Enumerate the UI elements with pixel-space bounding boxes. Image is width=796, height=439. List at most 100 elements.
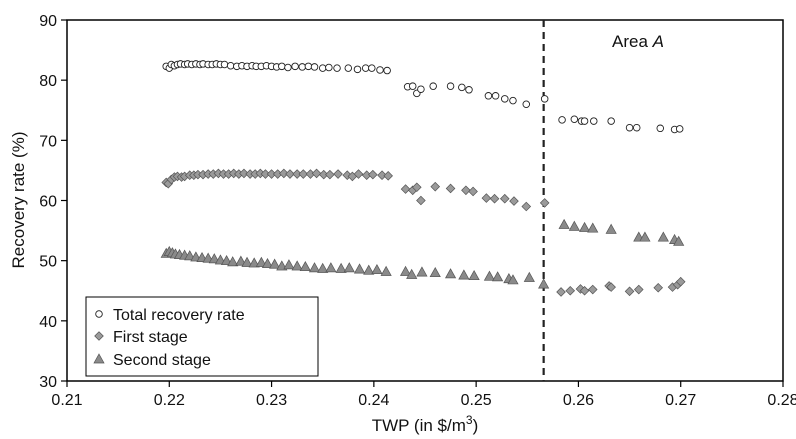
data-point-circle: [376, 66, 384, 74]
data-point-circle: [226, 61, 235, 70]
data-point-diamond: [368, 169, 378, 180]
data-point-triangle: [399, 265, 412, 276]
data-point-triangle: [325, 262, 337, 273]
data-point-triangle: [406, 268, 418, 279]
data-point-diamond: [509, 196, 519, 206]
x-tick-label: 0.26: [563, 392, 594, 409]
data-point-circle: [570, 115, 579, 124]
data-point-diamond: [279, 168, 289, 179]
y-tick-label: 70: [39, 133, 57, 150]
data-point-circle: [368, 64, 376, 72]
data-point-circle: [353, 65, 362, 74]
data-point-diamond: [311, 168, 322, 179]
data-point-triangle: [639, 231, 651, 242]
x-tick-label: 0.22: [154, 392, 185, 409]
data-point-circle: [540, 95, 549, 103]
data-point-triangle: [429, 266, 441, 278]
data-point-diamond: [499, 193, 510, 204]
data-point-circle: [458, 83, 466, 92]
data-point-circle: [632, 123, 641, 132]
data-point-triangle: [673, 235, 685, 246]
legend-label: First stage: [113, 329, 188, 346]
legend-label: Total recovery rate: [113, 307, 245, 324]
data-point-diamond: [383, 171, 393, 181]
data-point-triangle: [538, 278, 550, 289]
data-point-triangle: [523, 271, 535, 282]
data-point-triangle: [241, 256, 253, 267]
data-point-diamond: [445, 183, 456, 194]
legend-marker-triangle: [93, 353, 105, 364]
data-point-triangle: [363, 264, 375, 275]
data-point-diamond: [468, 186, 478, 197]
y-tick-label: 60: [39, 194, 57, 211]
data-point-triangle: [492, 271, 504, 282]
y-tick-label: 40: [39, 314, 57, 331]
data-point-circle: [383, 66, 391, 75]
data-point-circle: [318, 64, 327, 72]
legend: Total recovery rate First stage Second sta…: [85, 296, 319, 377]
data-point-circle: [446, 82, 455, 90]
data-point-circle: [310, 63, 319, 71]
data-point-triangle: [343, 262, 355, 273]
data-point-circle: [656, 124, 665, 133]
y-tick-label: 90: [39, 13, 57, 30]
data-point-diamond: [342, 170, 353, 181]
data-point-diamond: [653, 282, 664, 293]
data-point-triangle: [468, 269, 480, 281]
data-point-diamond: [521, 201, 532, 212]
data-point-diamond: [285, 169, 295, 179]
data-point-circle: [333, 64, 341, 72]
data-point-circle: [344, 64, 353, 72]
x-tick-label: 0.24: [358, 392, 389, 409]
data-point-diamond: [461, 185, 471, 196]
data-point-circle: [298, 63, 307, 71]
data-point-diamond: [239, 168, 249, 179]
data-point-circle: [325, 63, 333, 72]
data-point-circle: [291, 62, 299, 71]
data-point-circle: [484, 92, 493, 100]
data-point-triangle: [558, 218, 570, 229]
data-point-triangle: [248, 257, 260, 268]
data-point-triangle: [507, 274, 519, 285]
data-point-triangle: [220, 254, 233, 266]
data-point-triangle: [283, 259, 295, 270]
x-axis-title: TWP (in $/m3): [372, 413, 479, 435]
y-axis: 30 40 50 60 70 80 90: [39, 13, 67, 391]
x-axis: 0.21 0.22 0.23 0.24 0.25 0.26 0.27 0.28: [51, 381, 796, 409]
data-point-diamond: [579, 285, 590, 296]
data-point-diamond: [539, 198, 550, 208]
data-point-circle: [607, 117, 615, 125]
data-point-triangle: [568, 220, 580, 231]
data-point-triangle: [308, 262, 321, 273]
data-point-diamond: [606, 282, 616, 292]
data-point-triangle: [208, 253, 220, 264]
series-triangle: [160, 218, 685, 289]
data-point-triangle: [483, 270, 496, 281]
legend-marker-circle: [95, 310, 103, 318]
y-tick-label: 50: [39, 254, 57, 271]
data-point-triangle: [227, 256, 239, 267]
data-point-circle: [675, 125, 684, 133]
data-point-triangle: [235, 255, 247, 266]
data-point-circle: [625, 123, 634, 132]
data-point-diamond: [412, 182, 422, 193]
data-point-triangle: [317, 262, 329, 273]
y-axis-title: Recovery rate (%): [9, 132, 28, 269]
data-point-diamond: [675, 276, 686, 287]
data-point-circle: [509, 96, 517, 105]
data-point-diamond: [489, 193, 500, 204]
data-point-circle: [491, 92, 500, 100]
data-point-circle: [417, 85, 425, 93]
data-point-triangle: [578, 221, 591, 232]
data-points: [160, 60, 686, 297]
data-point-diamond: [400, 184, 411, 194]
data-point-triangle: [444, 268, 457, 279]
data-point-diamond: [325, 169, 335, 180]
data-point-diamond: [633, 284, 644, 295]
data-point-triangle: [657, 231, 669, 242]
y-tick-label: 80: [39, 73, 57, 90]
x-tick-label: 0.27: [665, 392, 696, 409]
data-point-diamond: [481, 193, 492, 203]
data-point-circle: [361, 64, 370, 72]
